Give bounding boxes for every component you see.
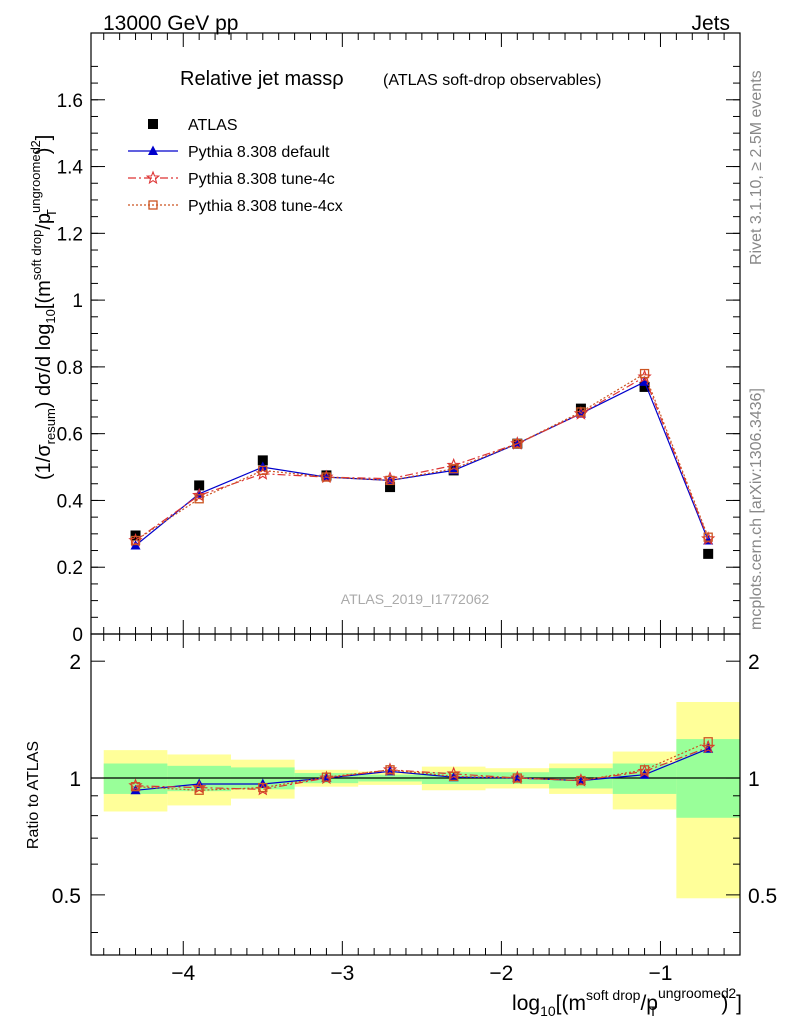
legend: ATLAS Pythia 8.308 default Pythia 8.308 tu…	[128, 117, 343, 215]
main-y-tick-label: 1.2	[57, 224, 83, 245]
main-y-tick-label: 1.6	[57, 91, 83, 112]
ratio-pythia-8-308-tune-4cx-point	[639, 765, 650, 775]
legend-atlas-label: ATLAS	[188, 117, 238, 134]
rivet-label: Rivet 3.1.10, ≥ 2.5M events	[748, 70, 765, 265]
ratio-pythia-8-308-tune-4cx-point	[512, 773, 522, 783]
main-pythia-8-308-tune-4cx-point	[321, 472, 332, 482]
jets-label: Jets	[691, 12, 730, 35]
main-pythia-8-308-tune-4cx-point	[703, 532, 713, 542]
chart-title: Relative jet massρ	[180, 68, 344, 90]
ratio-y-axis-label: Ratio to ATLAS	[25, 741, 42, 849]
legend-pythia-8-308-tune-4c-marker	[145, 170, 161, 185]
main-series	[128, 368, 716, 559]
ratio-y-tick-label: 1	[69, 768, 81, 791]
main-pythia-8-308-tune-4c-point	[446, 457, 461, 472]
main-atlas-point	[257, 455, 268, 466]
ratio-pythia-8-308-tune-4cx-point	[703, 737, 713, 747]
main-y-tick-label: 1	[72, 291, 83, 312]
ratio-pythia-8-308-default-point	[385, 765, 396, 776]
main-pythia-8-308-tune-4c-point	[192, 487, 207, 502]
main-y-tick-label: 1.4	[57, 158, 84, 179]
ratio-pythia-8-308-tune-4cx-point	[449, 771, 459, 782]
main-atlas-point	[194, 480, 205, 491]
x-tick-label: −2	[489, 962, 513, 985]
ratio-pythia-8-308-tune-4cx-point	[385, 765, 395, 775]
legend-pythia-8-308-tune-4c-label: Pythia 8.308 tune-4c	[188, 171, 335, 188]
main-y-axis-label: (1/σresum) dσ/d log10[(msoft drop/pungro…	[28, 135, 59, 480]
main-pythia-8-308-default-line	[135, 381, 709, 546]
ratio-pythia-8-308-tune-4c-line	[135, 746, 709, 791]
main-pythia-8-308-tune-4cx-point	[576, 407, 586, 417]
ratio-axis-ticks: 0.5 0.5 1 1 2 2 −4 −3 −2 −1	[52, 634, 777, 985]
main-pythia-8-308-tune-4cx-point	[449, 464, 459, 474]
main-y-tick-label: 0.8	[57, 358, 83, 379]
ratio-pythia-8-308-default-point	[130, 784, 141, 795]
main-panel: 0 0.2 0.4 0.6 0.8 1 1.2 1.4 1.6 Relative jet mas…	[28, 32, 741, 646]
ratio-pythia-8-308-tune-4cx-point	[194, 785, 204, 795]
main-atlas-point	[639, 381, 650, 392]
x-tick-label: −4	[171, 962, 195, 985]
main-y-tick-label: 0.6	[57, 425, 83, 446]
ratio-pythia-8-308-tune-4cx-point	[130, 782, 141, 792]
ratio-pythia-8-308-tune-4cx-point	[258, 782, 268, 793]
main-pythia-8-308-default-point	[703, 535, 714, 545]
main-pythia-8-308-tune-4cx-point	[194, 494, 204, 504]
ratio-panel: 0.5 0.5 1 1 2 2 −4 −3 −2 −1 Ratio to ATLAS log10[…	[25, 633, 777, 1019]
main-pythia-8-308-tune-4cx-point	[130, 535, 141, 546]
ratio-y-tick-label-right: 0.5	[748, 885, 777, 908]
main-axis-ticks: 0 0.2 0.4 0.6 0.8 1 1.2 1.4 1.6	[57, 33, 740, 646]
ratio-pythia-8-308-tune-4cx-point	[576, 775, 586, 786]
main-pythia-8-308-tune-4cx-line	[135, 372, 709, 542]
chart-subtitle: (ATLAS soft-drop observables)	[383, 72, 601, 89]
ratio-y-tick-label-right: 1	[748, 768, 760, 791]
ratio-pythia-8-308-default-line	[135, 748, 709, 791]
main-pythia-8-308-tune-4cx-point	[258, 465, 268, 476]
x-tick-label: −1	[648, 962, 672, 985]
main-pythia-8-308-default-point	[385, 474, 396, 485]
main-pythia-8-308-tune-4cx-point	[385, 475, 395, 486]
ratio-inner-band	[612, 763, 677, 794]
ratio-series	[128, 737, 716, 796]
main-atlas-point	[703, 548, 714, 559]
main-pythia-8-308-tune-4cx-point	[512, 439, 522, 449]
legend-pythia-8-308-tune-4cx-label: Pythia 8.308 tune-4cx	[188, 198, 343, 215]
ratio-pythia-8-308-tune-4cx-point	[321, 772, 332, 782]
legend-atlas-marker	[148, 119, 158, 129]
main-atlas-point	[385, 482, 396, 493]
main-pythia-8-308-default-point	[448, 464, 459, 475]
legend-pythia-8-308-default-marker	[148, 145, 158, 155]
legend-pythia-8-308-default-label: Pythia 8.308 default	[188, 144, 330, 161]
mcplots-label: mcplots.cern.ch [arXiv:1306.3436]	[748, 388, 765, 630]
main-pythia-8-308-tune-4c-line	[135, 376, 709, 541]
main-pythia-8-308-tune-4cx-point	[639, 368, 650, 379]
analysis-watermark: ATLAS_2019_I1772062	[341, 591, 490, 607]
main-y-tick-label: 0	[72, 625, 83, 646]
legend-pythia-8-308-tune-4cx-marker	[148, 200, 158, 210]
main-y-tick-label: 0.4	[57, 491, 84, 512]
energy-label: 13000 GeV pp	[103, 12, 238, 35]
ratio-y-tick-label-right: 2	[748, 651, 760, 674]
ratio-y-tick-label: 0.5	[52, 885, 81, 908]
ratio-uncertainty-bands	[103, 701, 740, 899]
x-axis-label: log10[(msoft drop/pungroomed T)2]	[512, 985, 742, 1019]
ratio-frame	[90, 633, 741, 956]
x-tick-label: −3	[330, 962, 354, 985]
ratio-y-tick-label: 2	[69, 651, 81, 674]
main-y-tick-label: 0.2	[57, 558, 83, 579]
